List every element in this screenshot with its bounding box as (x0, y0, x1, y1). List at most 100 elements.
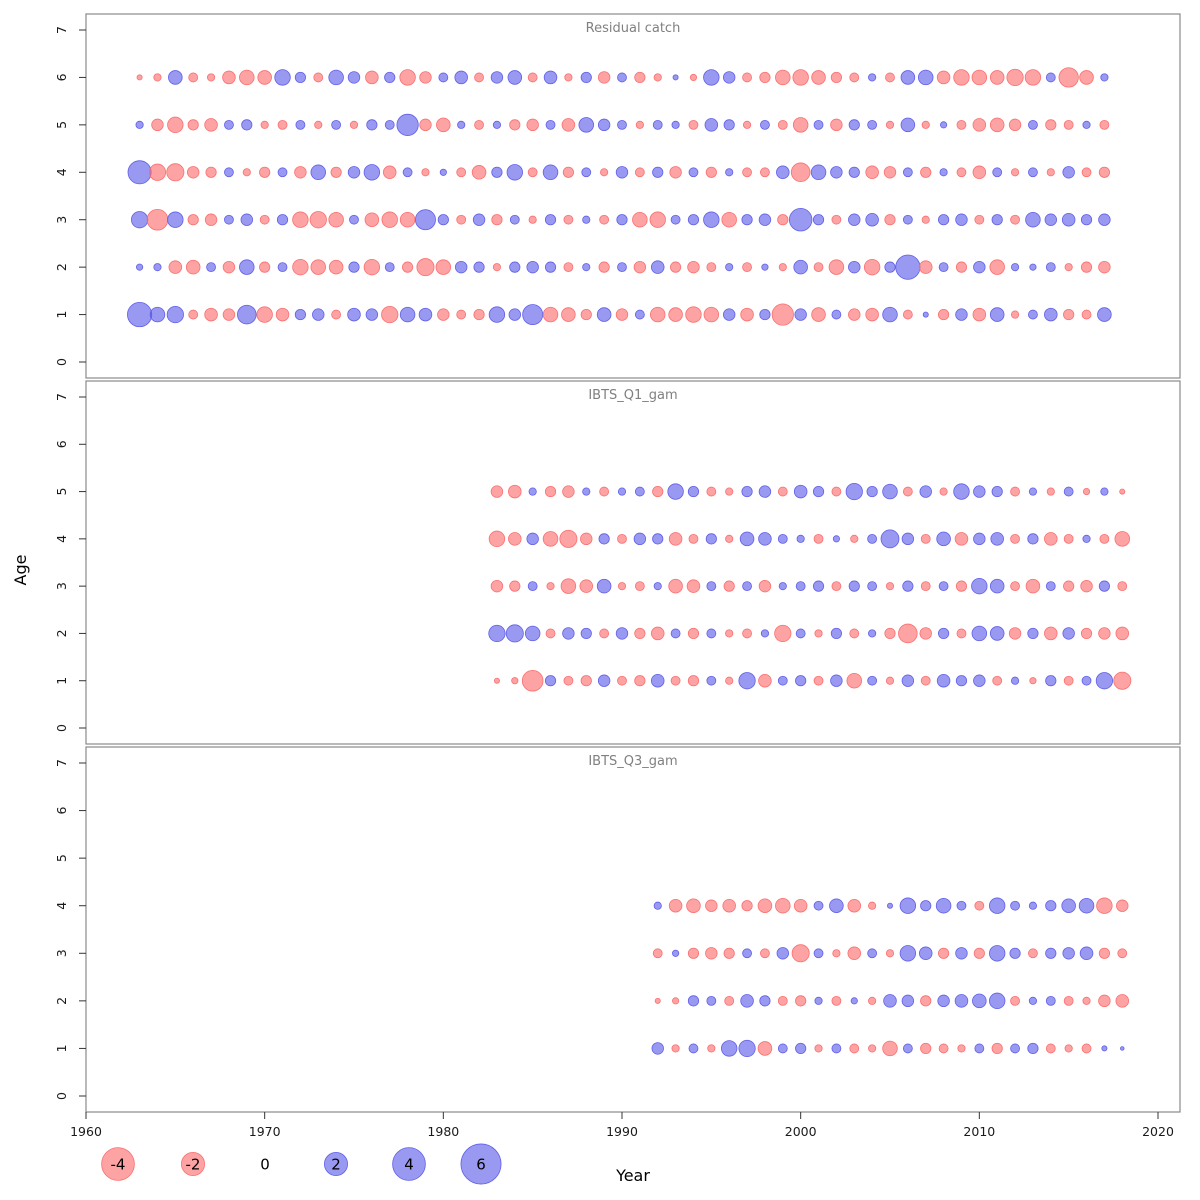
bubble (310, 259, 327, 275)
bubble (989, 117, 1005, 133)
bubble (314, 120, 323, 129)
bubble (813, 119, 824, 130)
bubble (814, 1044, 823, 1053)
bubble (312, 308, 325, 321)
bubble (1081, 167, 1092, 178)
bubble (761, 263, 769, 271)
y-tick-label: 5 (54, 854, 69, 862)
bubble (365, 308, 379, 321)
bubble (706, 675, 717, 686)
bubble (921, 215, 930, 224)
bubble (277, 167, 288, 178)
bubble (363, 164, 381, 181)
bubble (348, 261, 360, 273)
bubble (868, 901, 877, 910)
bubble (705, 166, 717, 178)
bubble (989, 307, 1005, 322)
x-tick-label: 1980 (427, 1124, 459, 1139)
y-tick-label: 1 (54, 1044, 69, 1052)
bubble (831, 995, 842, 1006)
bubble (294, 71, 306, 84)
bubble (687, 995, 700, 1007)
bubble (654, 997, 661, 1004)
bubble (522, 304, 544, 326)
bubble (706, 995, 717, 1006)
bubble (349, 214, 359, 225)
bubble (1024, 69, 1042, 86)
bubble (885, 676, 895, 685)
bubble (882, 1040, 898, 1057)
bubble (760, 167, 770, 178)
bubble (1010, 168, 1020, 177)
bubble (652, 119, 663, 130)
bubble (560, 578, 577, 594)
bubble (185, 259, 201, 275)
panel-title-ibts-q3: IBTS_Q3_gam (588, 754, 677, 769)
bubble (1010, 1043, 1020, 1054)
bubble (1025, 211, 1041, 228)
bubble (898, 623, 918, 644)
bubble (488, 530, 506, 548)
bubble (813, 900, 824, 911)
bubble (1009, 947, 1021, 959)
bubble (168, 70, 183, 85)
bubble (725, 168, 734, 177)
bubble (670, 261, 682, 273)
bubble (989, 70, 1005, 85)
bubble (509, 214, 520, 225)
legend-label: 2 (331, 1155, 341, 1173)
bubble (1006, 68, 1024, 87)
bubble (1098, 260, 1111, 274)
bubble (920, 995, 932, 1007)
y-axis-title: Age (11, 555, 30, 586)
bubble (1080, 261, 1093, 273)
bubble (956, 167, 967, 178)
bubble (634, 167, 645, 178)
bubble (1063, 580, 1075, 592)
bubble (972, 993, 987, 1009)
bubble (813, 675, 824, 686)
bubble (633, 260, 647, 274)
bubble (954, 994, 969, 1008)
bubble (508, 532, 522, 546)
bubble (649, 306, 666, 323)
bubble (760, 629, 770, 638)
bubble (705, 533, 717, 545)
bubble (564, 73, 573, 82)
bubble (725, 487, 734, 496)
bubble (687, 627, 700, 640)
bubble (939, 168, 948, 177)
bubble (166, 163, 185, 182)
bubble (222, 308, 236, 321)
bubble (831, 581, 842, 592)
bubble (742, 581, 752, 592)
bubble (992, 167, 1003, 178)
bubble (294, 166, 307, 179)
y-tick-label: 3 (54, 216, 69, 224)
bubble (723, 947, 735, 959)
bubble (509, 580, 521, 592)
bubble (146, 208, 169, 231)
bubble (830, 166, 843, 179)
bubble (562, 166, 574, 178)
bubble (509, 261, 521, 273)
bubble (634, 627, 646, 640)
bubble (416, 258, 435, 277)
bubble (1027, 627, 1039, 640)
bubble (955, 308, 968, 321)
bubble (723, 119, 735, 131)
bubble (1062, 947, 1075, 960)
bubble (135, 120, 144, 129)
bubble (705, 899, 718, 912)
bubble (402, 167, 413, 178)
bubble (882, 306, 898, 323)
bubble (456, 214, 467, 225)
bubble (1114, 531, 1131, 547)
bubble (421, 168, 430, 177)
bubble (742, 120, 752, 129)
panel-residual-catch-box (85, 13, 1181, 379)
bubble (277, 262, 288, 273)
bubble (868, 1044, 877, 1053)
bubble (759, 308, 771, 321)
